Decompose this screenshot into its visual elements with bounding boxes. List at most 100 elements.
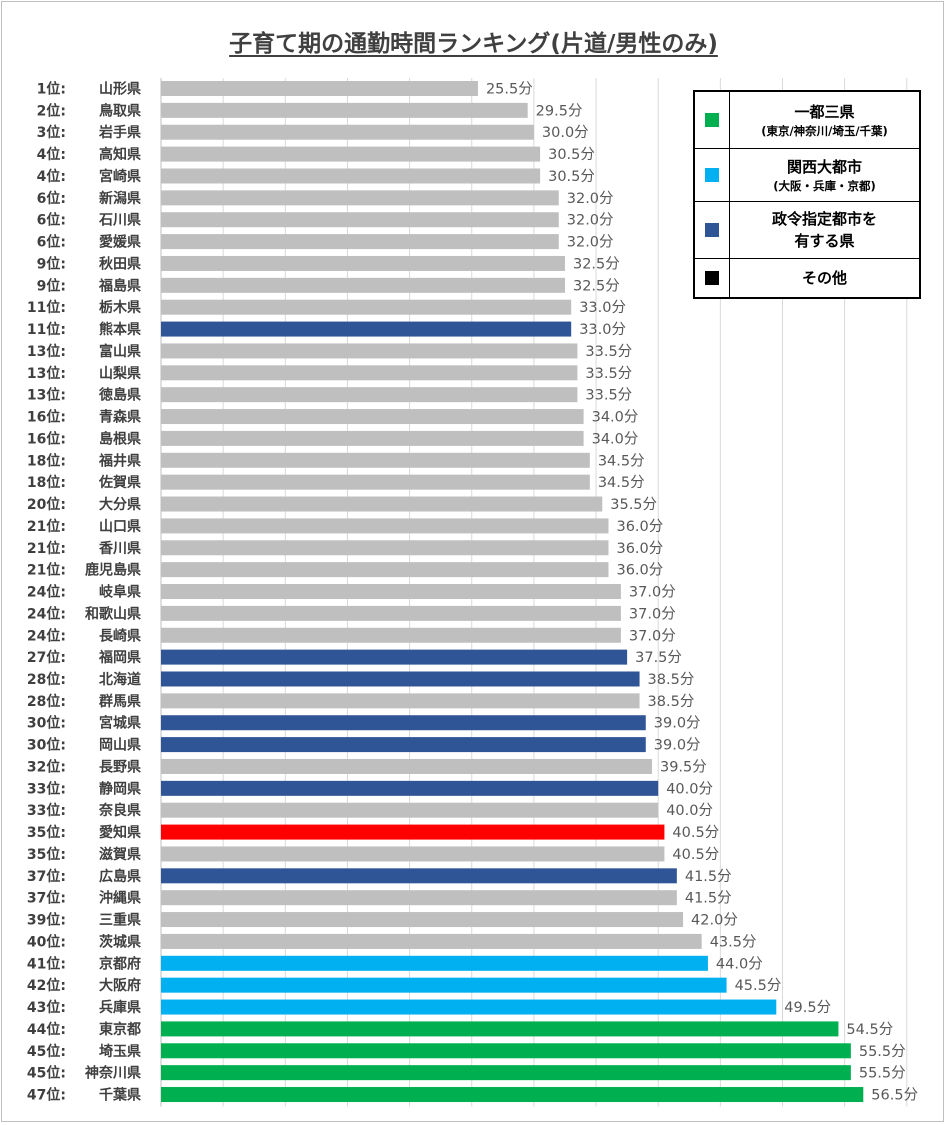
- rank-label: 35位:: [27, 846, 66, 863]
- legend-item: 一都三県 (東京/神奈川/埼玉/千葉): [695, 92, 919, 148]
- prefecture-label: 島根県: [99, 430, 141, 447]
- value-label: 33.5分: [585, 387, 632, 404]
- value-label: 45.5分: [735, 977, 782, 994]
- value-label: 56.5分: [871, 1087, 918, 1104]
- prefecture-label: 長崎県: [99, 627, 141, 644]
- bar: [161, 999, 777, 1015]
- value-label: 44.0分: [716, 955, 763, 972]
- value-label: 54.5分: [846, 1021, 893, 1038]
- bar: [161, 649, 628, 665]
- prefecture-label: 岩手県: [98, 124, 141, 141]
- rank-label: 45位:: [27, 1065, 66, 1082]
- rank-label: 9位:: [37, 255, 66, 272]
- prefecture-label: 長野県: [99, 759, 141, 775]
- rank-label: 30位:: [27, 715, 66, 732]
- prefecture-label: 香川県: [98, 540, 141, 557]
- legend-label: 関西大都市: [786, 158, 862, 176]
- rank-label: 6位:: [37, 190, 66, 207]
- bar: [161, 758, 652, 774]
- rank-label: 11位:: [27, 299, 66, 316]
- value-label: 39.5分: [660, 758, 707, 775]
- rank-label: 28位:: [27, 671, 66, 688]
- bar: [161, 780, 659, 796]
- bar: [161, 584, 621, 600]
- prefecture-label: 北海道: [99, 671, 141, 688]
- value-label: 38.5分: [648, 693, 695, 710]
- rank-label: 13位:: [27, 343, 66, 360]
- legend-sublabel: (大阪・兵庫・京都): [773, 179, 876, 193]
- row-labels: 1位: 山形県 25.5分 2位: 鳥取県 29.5分 3位: 岩手県 30.0分 4位: 高知県 3…: [27, 81, 918, 1104]
- prefecture-label: 愛知県: [99, 824, 141, 841]
- value-label: 29.5分: [536, 102, 583, 119]
- rank-label: 16位:: [27, 430, 66, 447]
- rank-label: 47位:: [27, 1087, 66, 1104]
- value-label: 41.5分: [685, 890, 732, 907]
- rank-label: 11位:: [27, 321, 66, 338]
- rank-label: 24位:: [27, 605, 66, 622]
- value-label: 36.0分: [616, 518, 663, 535]
- bar: [161, 737, 646, 753]
- bar: [161, 387, 578, 403]
- value-label: 33.0分: [579, 321, 626, 338]
- prefecture-label: 東京都: [99, 1021, 141, 1038]
- bar: [161, 277, 565, 293]
- value-label: 40.0分: [666, 780, 713, 797]
- bar: [161, 343, 578, 359]
- prefecture-label: 宮城県: [99, 715, 141, 732]
- value-label: 34.0分: [592, 430, 639, 447]
- value-label: 30.0分: [542, 124, 589, 141]
- bar: [161, 693, 640, 709]
- prefecture-label: 福岡県: [98, 649, 141, 666]
- value-label: 32.0分: [567, 234, 614, 251]
- bar: [161, 627, 621, 643]
- bar: [161, 846, 665, 862]
- rank-label: 13位:: [27, 387, 66, 404]
- value-label: 42.0分: [691, 912, 738, 929]
- prefecture-label: 兵庫県: [99, 999, 141, 1016]
- bar: [161, 715, 646, 731]
- value-label: 37.5分: [635, 649, 682, 666]
- prefecture-label: 岐阜県: [99, 584, 141, 601]
- rank-label: 35位:: [27, 824, 66, 841]
- bar: [161, 168, 541, 184]
- prefecture-label: 秋田県: [99, 255, 141, 272]
- value-label: 25.5分: [486, 81, 533, 98]
- prefecture-label: 埼玉県: [99, 1043, 141, 1060]
- legend-item: 政令指定都市を 有する県: [695, 201, 919, 258]
- value-label: 32.0分: [567, 212, 614, 229]
- bar: [161, 430, 584, 446]
- prefecture-label: 熊本県: [99, 321, 141, 338]
- legend-item: その他: [695, 258, 919, 297]
- value-label: 32.5分: [573, 277, 620, 294]
- rank-label: 40位:: [27, 933, 66, 950]
- prefecture-label: 京都府: [99, 955, 141, 972]
- rank-label: 2位:: [37, 102, 66, 119]
- chart-title: 子育て期の通勤時間ランキング(片道/男性のみ): [229, 31, 718, 57]
- prefecture-label: 群馬県: [98, 693, 141, 710]
- bar: [161, 81, 478, 96]
- bar: [161, 1043, 851, 1059]
- rank-label: 21位:: [27, 562, 66, 579]
- value-label: 34.0分: [592, 409, 639, 426]
- prefecture-label: 三重県: [99, 912, 141, 929]
- rank-label: 21位:: [27, 540, 66, 557]
- bar: [161, 299, 572, 315]
- rank-label: 37位:: [27, 868, 66, 885]
- bar: [161, 955, 708, 971]
- rank-label: 27位:: [27, 649, 66, 666]
- prefecture-label: 茨城県: [99, 933, 141, 950]
- bar: [161, 933, 702, 949]
- rank-label: 43位:: [27, 999, 66, 1016]
- rank-label: 21位:: [27, 518, 66, 535]
- legend-label: その他: [801, 269, 847, 287]
- rank-label: 45位:: [27, 1043, 66, 1060]
- bar: [161, 102, 528, 118]
- rank-label: 30位:: [27, 737, 66, 754]
- legend-swatch-icon: [705, 223, 719, 237]
- rank-label: 9位:: [37, 277, 66, 294]
- prefecture-label: 静岡県: [99, 780, 141, 797]
- rank-label: 18位:: [27, 452, 66, 469]
- value-label: 35.5分: [610, 496, 657, 513]
- rank-label: 41位:: [27, 955, 66, 972]
